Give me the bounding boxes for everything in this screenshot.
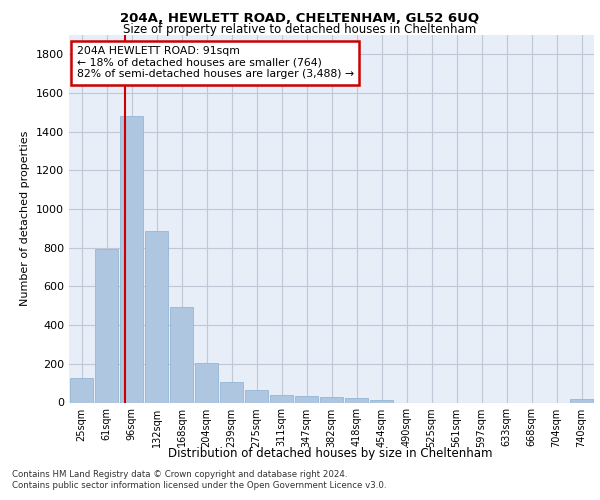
Bar: [95, 248, 118, 402]
Bar: [320, 396, 343, 402]
Text: Size of property relative to detached houses in Cheltenham: Size of property relative to detached ho…: [124, 22, 476, 36]
Bar: [220, 382, 244, 402]
Bar: [70, 378, 94, 402]
Bar: [119, 116, 143, 403]
Bar: [245, 390, 268, 402]
Bar: [269, 395, 293, 402]
Text: 204A HEWLETT ROAD: 91sqm
← 18% of detached houses are smaller (764)
82% of semi-: 204A HEWLETT ROAD: 91sqm ← 18% of detach…: [77, 46, 354, 79]
Bar: [170, 307, 193, 402]
Y-axis label: Number of detached properties: Number of detached properties: [20, 131, 31, 306]
Bar: [295, 396, 319, 402]
Text: Contains public sector information licensed under the Open Government Licence v3: Contains public sector information licen…: [12, 481, 386, 490]
Bar: [145, 232, 169, 402]
Text: Distribution of detached houses by size in Cheltenham: Distribution of detached houses by size …: [168, 448, 492, 460]
Text: Contains HM Land Registry data © Crown copyright and database right 2024.: Contains HM Land Registry data © Crown c…: [12, 470, 347, 479]
Bar: [344, 398, 368, 402]
Bar: [370, 400, 394, 402]
Bar: [569, 398, 593, 402]
Bar: [194, 363, 218, 403]
Text: 204A, HEWLETT ROAD, CHELTENHAM, GL52 6UQ: 204A, HEWLETT ROAD, CHELTENHAM, GL52 6UQ: [121, 12, 479, 26]
